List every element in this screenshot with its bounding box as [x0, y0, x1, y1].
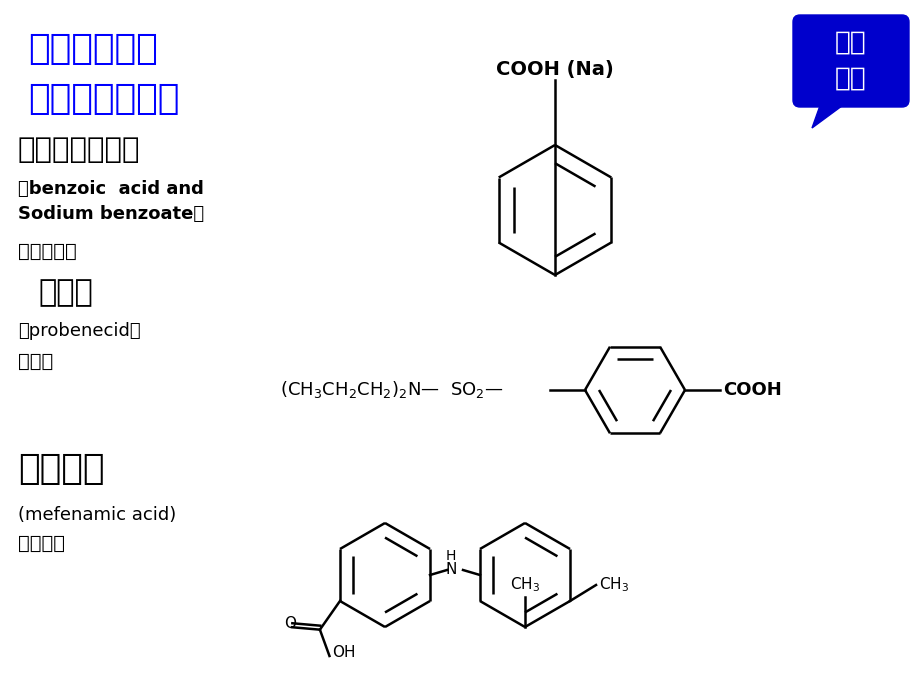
Text: (mefenamic acid): (mefenamic acid)	[18, 506, 176, 524]
Text: Sodium benzoate）: Sodium benzoate）	[18, 205, 204, 223]
Text: 甲芬那酸: 甲芬那酸	[18, 452, 105, 486]
Text: 丙磺舒: 丙磺舒	[38, 278, 93, 307]
Text: COOH: COOH	[722, 381, 781, 399]
Text: (CH$_3$CH$_2$CH$_2$)$_2$N—  SO$_2$—: (CH$_3$CH$_2$CH$_2$)$_2$N— SO$_2$—	[279, 380, 503, 400]
Text: OH: OH	[332, 645, 356, 660]
Text: （benzoic  acid and: （benzoic acid and	[18, 180, 204, 198]
Text: CH$_3$: CH$_3$	[598, 575, 629, 594]
Text: O: O	[284, 615, 296, 631]
Text: 一、苯甲酸类: 一、苯甲酸类	[28, 32, 157, 66]
Text: 消炎镇痛: 消炎镇痛	[18, 534, 65, 553]
Text: （probenecid）: （probenecid）	[18, 322, 141, 340]
Text: COOH (Na): COOH (Na)	[495, 60, 613, 79]
Text: 苯甲酸及其钠盐: 苯甲酸及其钠盐	[18, 136, 141, 164]
FancyBboxPatch shape	[792, 15, 908, 107]
Text: （一）典型药物: （一）典型药物	[28, 82, 179, 116]
Text: 消毒、防腐: 消毒、防腐	[18, 242, 76, 261]
Text: CH$_3$: CH$_3$	[509, 575, 539, 594]
Polygon shape	[811, 100, 849, 128]
Text: N: N	[445, 562, 456, 578]
Text: 芳酸
酯类: 芳酸 酯类	[834, 30, 866, 92]
Text: H: H	[446, 549, 456, 563]
Text: 抗痛风: 抗痛风	[18, 352, 53, 371]
